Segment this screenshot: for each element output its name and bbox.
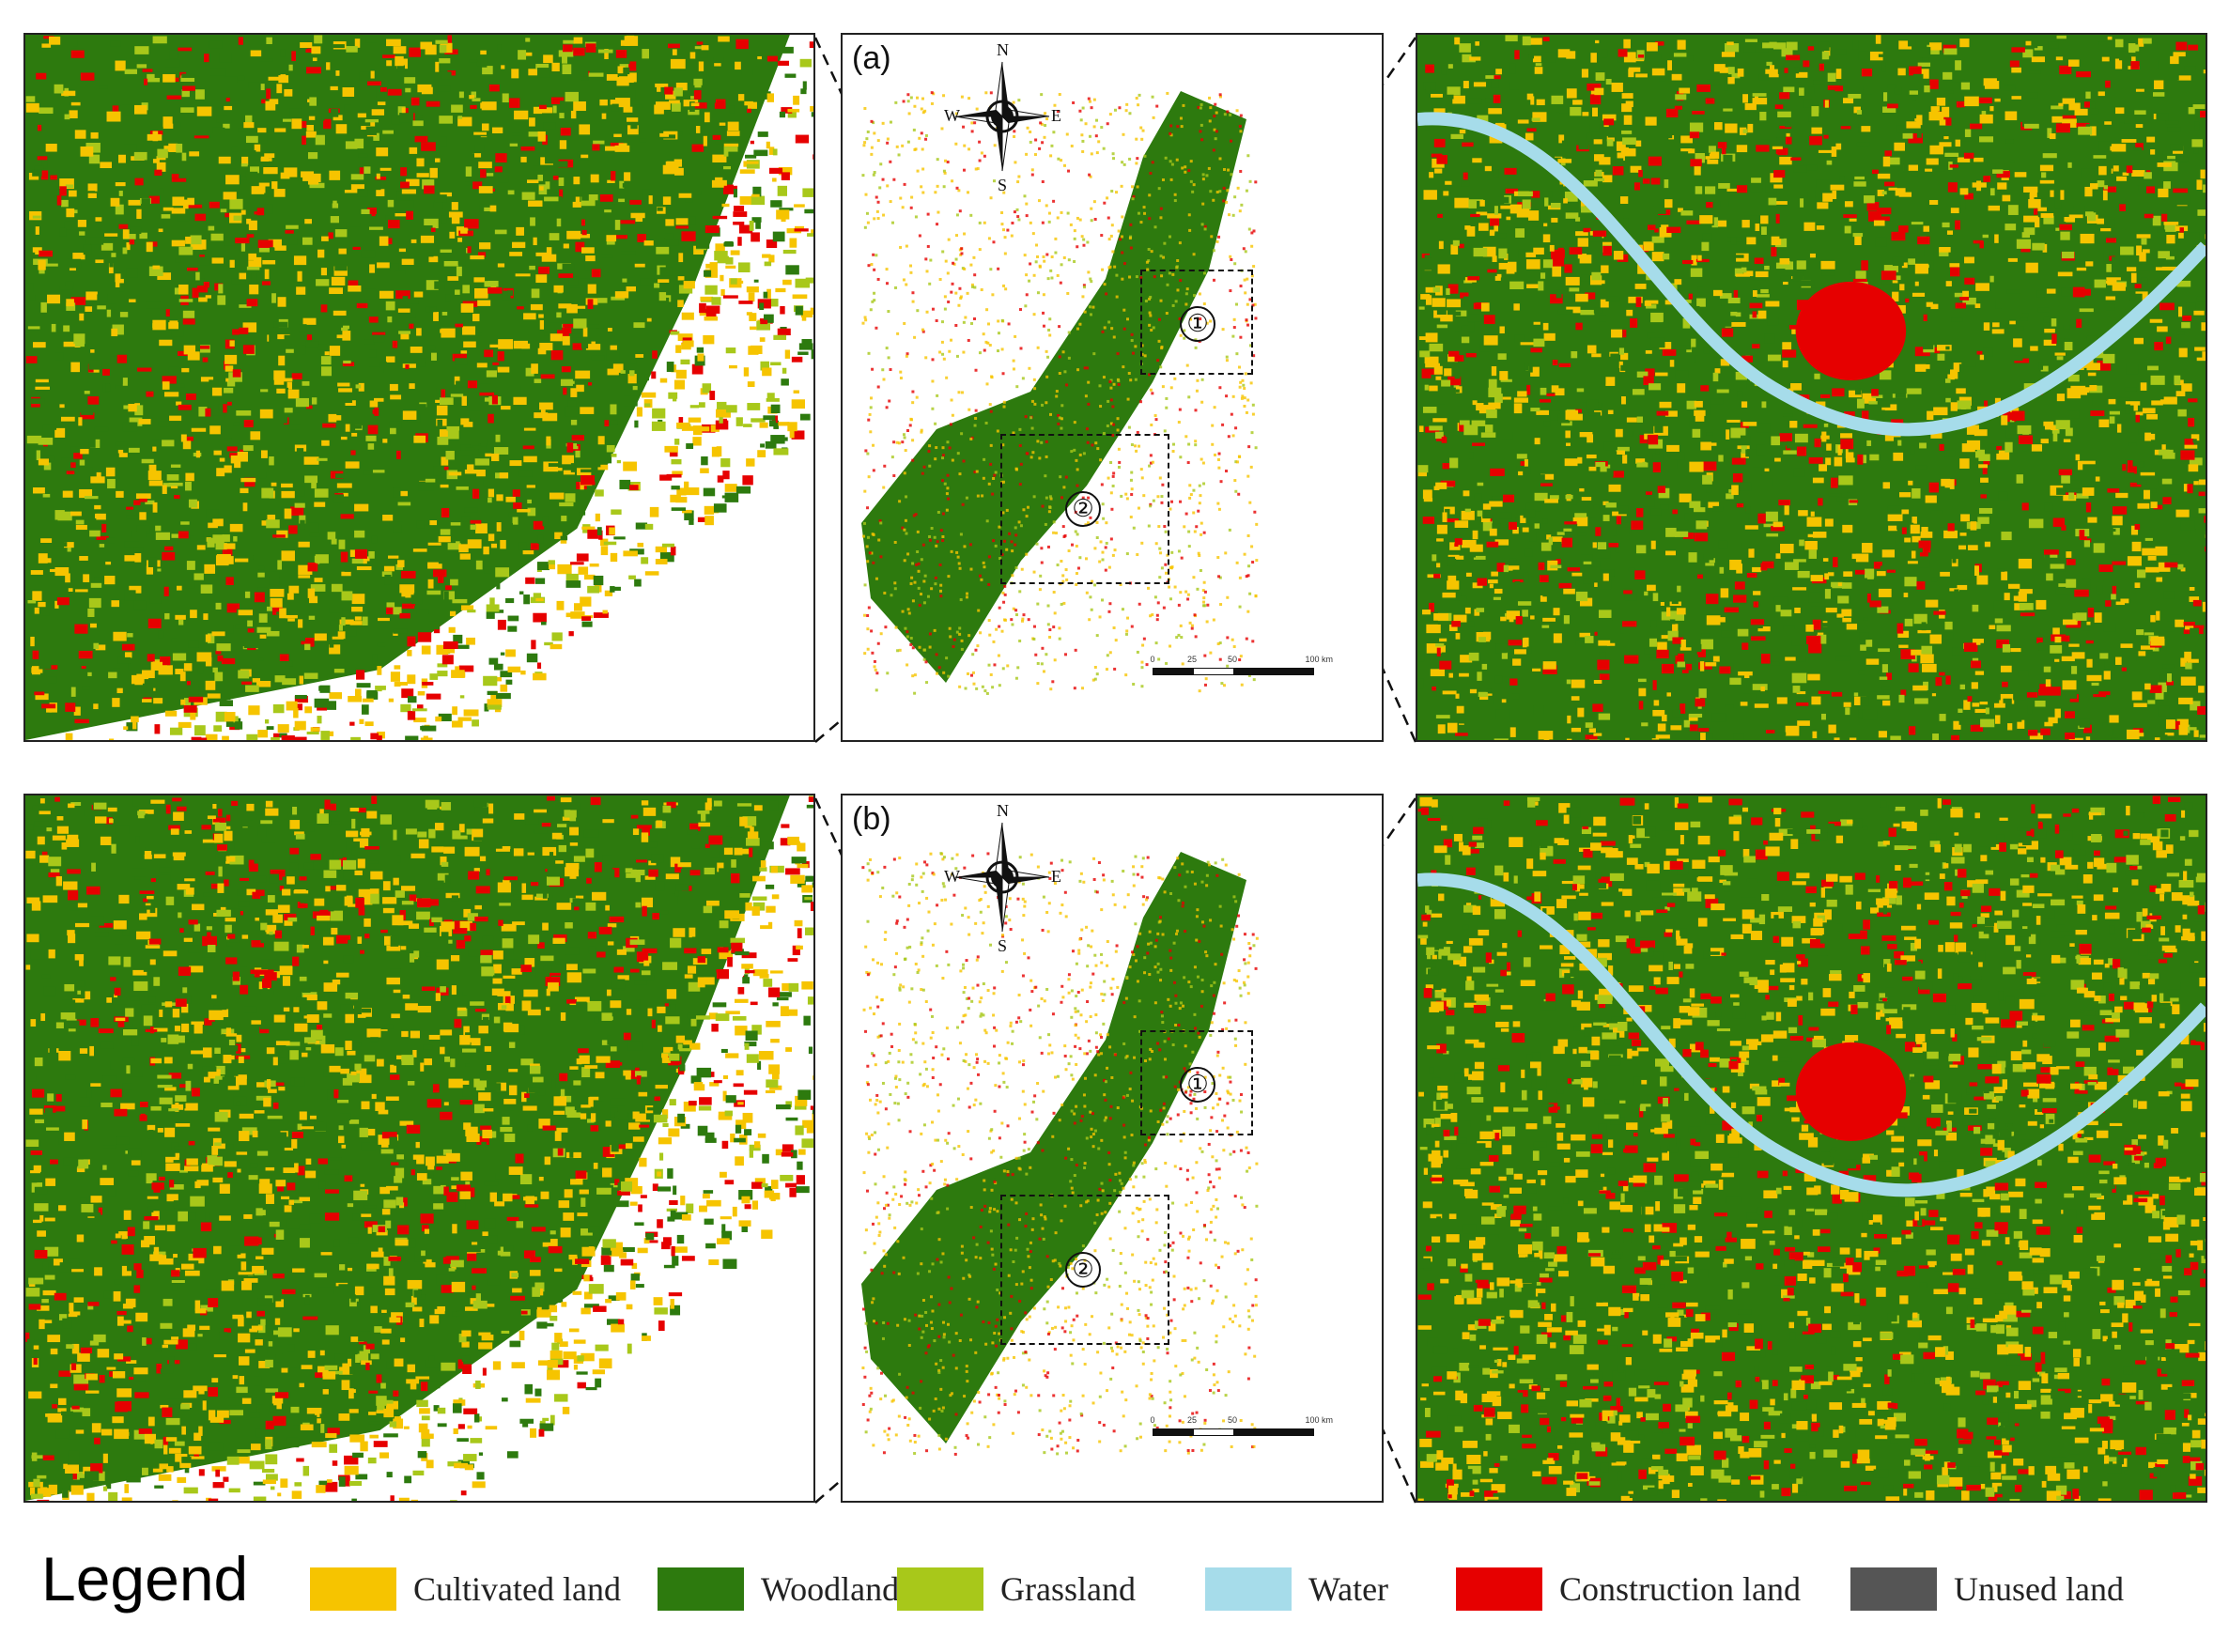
compass-b: N S W E xyxy=(944,801,1061,955)
legend-label: Water xyxy=(1308,1570,1389,1608)
legend-swatch xyxy=(897,1567,983,1611)
scale-tick: 50 xyxy=(1227,655,1238,664)
legend-label: Cultivated land xyxy=(413,1570,621,1608)
zoom-box-zone-2-a xyxy=(1000,434,1169,584)
zoom-panel-zone-1-a xyxy=(1416,33,2207,742)
overview-raster-a xyxy=(843,35,1382,740)
zoom-box-zone-1-a xyxy=(1140,270,1253,375)
zoom-box-zone-1-b xyxy=(1140,1030,1253,1135)
panel-label-b: (b) xyxy=(852,801,891,837)
landuse-raster-zone-2-a xyxy=(25,35,813,740)
zone-marker-2-a: ② xyxy=(1065,491,1101,527)
overview-raster-b xyxy=(843,795,1382,1501)
zoom-panel-zone-1-b xyxy=(1416,794,2207,1503)
scale-tick: 100 xyxy=(1305,1415,1320,1425)
scale-tick: 100 xyxy=(1305,655,1320,664)
compass-south: S xyxy=(998,936,1008,955)
legend-label: Unused land xyxy=(1954,1570,2124,1608)
scale-tick: 25 xyxy=(1186,1415,1198,1425)
zoom-box-zone-2-b xyxy=(1000,1195,1169,1345)
zone-marker-2-b: ② xyxy=(1065,1252,1101,1288)
compass-east: E xyxy=(1051,867,1061,886)
scale-tick: 0 xyxy=(1150,655,1155,664)
landuse-raster-zone-1-b xyxy=(1417,795,2206,1501)
compass-west: W xyxy=(944,867,960,886)
legend-title: Legend xyxy=(41,1544,249,1613)
compass-rose-icon xyxy=(954,61,1050,172)
scale-tick: 0 xyxy=(1150,1415,1155,1425)
legend-label: Woodland xyxy=(761,1570,900,1608)
scale-bar-b: 0 25 50 100 km xyxy=(1150,1415,1333,1436)
zoom-panel-zone-2-b xyxy=(23,794,815,1503)
scale-unit: km xyxy=(1322,655,1333,664)
legend: Legend Cultivated land Woodland Grasslan… xyxy=(38,1536,2198,1620)
compass-north: N xyxy=(997,40,1009,59)
landuse-raster-zone-1-a xyxy=(1417,35,2206,740)
legend-label: Grassland xyxy=(1000,1570,1136,1608)
compass-rose-icon xyxy=(954,822,1050,933)
zoom-panel-zone-2-a xyxy=(23,33,815,742)
overview-map-b: (b) N S W E ① ② 0 25 50 100 km xyxy=(841,794,1384,1503)
legend-swatch xyxy=(310,1567,396,1611)
legend-label: Construction land xyxy=(1559,1570,1801,1608)
overview-map-a: (a) N S W E ① ② 0 25 50 100 km xyxy=(841,33,1384,742)
compass-east: E xyxy=(1051,106,1061,125)
landuse-raster-zone-2-b xyxy=(25,795,813,1501)
zone-marker-1-b: ① xyxy=(1180,1067,1215,1103)
compass-a: N S W E xyxy=(944,40,1061,194)
compass-west: W xyxy=(944,106,960,125)
panel-label-a: (a) xyxy=(852,40,891,76)
scale-tick: 50 xyxy=(1227,1415,1238,1425)
legend-swatch xyxy=(1205,1567,1292,1611)
compass-north: N xyxy=(997,801,1009,820)
legend-swatch xyxy=(658,1567,744,1611)
scale-unit: km xyxy=(1322,1415,1333,1425)
scale-bar-a: 0 25 50 100 km xyxy=(1150,655,1333,675)
compass-south: S xyxy=(998,176,1008,194)
zone-marker-1-a: ① xyxy=(1180,306,1215,342)
scale-tick: 25 xyxy=(1186,655,1198,664)
legend-swatch xyxy=(1850,1567,1937,1611)
legend-swatch xyxy=(1456,1567,1542,1611)
